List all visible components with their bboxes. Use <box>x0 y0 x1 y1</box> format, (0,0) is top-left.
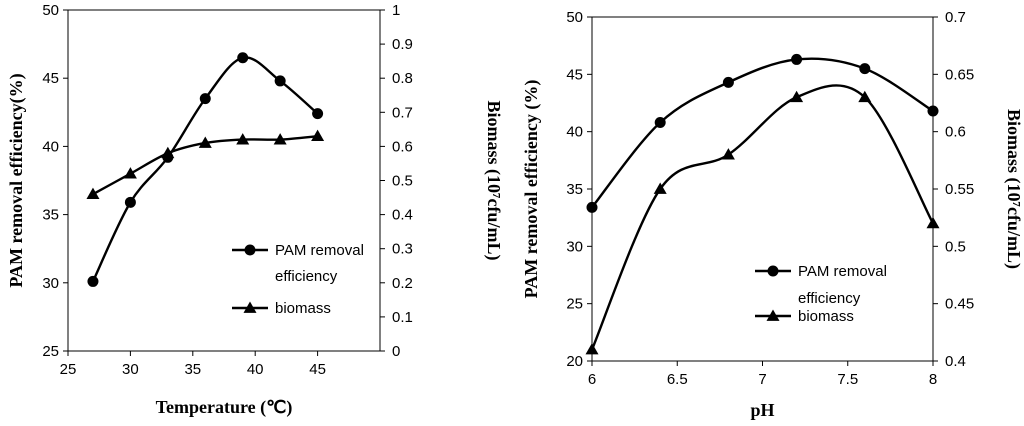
y-tick-label: 30 <box>42 275 59 292</box>
y2-tick-label: 0.5 <box>945 238 966 255</box>
y-tick-label: 40 <box>566 124 583 141</box>
legend-marker-triangle <box>766 309 780 321</box>
legend-label: PAM removal efficiency <box>275 242 364 285</box>
y2-tick-label: 0.5 <box>392 173 413 190</box>
plot-frame <box>67 9 381 352</box>
series-line-pam-removal <box>591 57 934 209</box>
x-tick-label: 25 <box>60 361 77 378</box>
data-point-biomass <box>653 182 667 194</box>
y-tick-label: 20 <box>566 353 583 370</box>
y2-tick-label: 0.65 <box>945 66 974 83</box>
y2-axis-title: Biomass (10⁷cfu/mL) <box>1003 109 1024 269</box>
data-point-biomass <box>161 146 175 159</box>
data-point-biomass <box>311 129 325 142</box>
legend-label: biomass <box>798 308 854 325</box>
data-point-pam-removal <box>124 196 136 208</box>
legend: PAM removal efficiency biomass <box>232 242 364 317</box>
y2-tick-label: 0.9 <box>392 36 413 53</box>
data-point-biomass <box>123 167 137 179</box>
data-point-pam-removal <box>199 93 211 105</box>
x-tick-label: 35 <box>184 361 201 378</box>
y2-tick-label: 0.2 <box>392 275 413 292</box>
y-axis-title: PAM removal efficiency (%) <box>521 80 542 299</box>
data-point-pam-removal <box>927 105 939 117</box>
y2-tick-label: 1 <box>392 2 400 19</box>
data-point-pam-removal <box>237 52 249 64</box>
y-tick-label: 45 <box>42 70 59 87</box>
y2-tick-label: 0.1 <box>392 309 413 326</box>
y2-tick-label: 0.55 <box>945 181 974 198</box>
data-point-pam-removal <box>654 116 666 128</box>
data-point-pam-removal <box>722 76 734 88</box>
y2-tick-label: 0.7 <box>945 9 966 26</box>
legend-marker-circle <box>767 265 779 277</box>
y-tick-label: 35 <box>42 207 59 224</box>
y-tick-label: 50 <box>42 2 59 19</box>
x-tick-label: 30 <box>122 361 139 378</box>
y-tick-label: 35 <box>566 181 583 198</box>
data-point-biomass <box>926 216 940 229</box>
y2-tick-label: 0.45 <box>945 296 974 313</box>
x-tick-label: 8 <box>929 371 937 388</box>
legend-label: PAM removal efficiency <box>798 263 887 307</box>
y-axis-title: PAM removal efficiency(%) <box>6 73 27 287</box>
y-tick-label: 40 <box>42 138 59 155</box>
y-tick-label: 25 <box>566 296 583 313</box>
x-tick-label: 7 <box>758 371 766 388</box>
y2-tick-label: 0.4 <box>392 207 413 224</box>
x-tick-label: 45 <box>309 361 326 378</box>
data-point-biomass <box>721 148 735 160</box>
x-tick-label: 6 <box>588 371 596 388</box>
data-point-biomass <box>858 90 872 103</box>
legend-marker-circle <box>244 244 256 256</box>
y2-tick-label: 0.3 <box>392 241 413 258</box>
y2-tick-label: 0.6 <box>945 124 966 141</box>
data-point-biomass <box>236 133 250 145</box>
chart-2: 6 6.5 7 7.5 8 20 25 30 35 40 45 50 0.4 0.45 0.5 0.55 0.6… <box>521 9 1024 420</box>
x-tick-label: 7.5 <box>837 371 858 388</box>
x-axis-title: pH <box>750 400 774 420</box>
x-axis-title: Temperature (℃) <box>156 397 293 418</box>
data-point-pam-removal <box>859 63 871 75</box>
data-point-biomass <box>273 133 287 145</box>
data-point-pam-removal <box>274 75 286 87</box>
x-tick-label: 6.5 <box>667 371 688 388</box>
y2-tick-label: 0 <box>392 343 400 360</box>
data-point-pam-removal <box>87 275 99 287</box>
y2-tick-label: 0.4 <box>945 353 966 370</box>
y2-axis-title: Biomass (10⁷cfu/mL) <box>483 101 504 261</box>
x-tick-label: 40 <box>247 361 264 378</box>
chart-1: 25 30 35 40 45 25 30 35 40 45 50 0 0.1 0.2 0.3 0.4 0.5 0.… <box>6 2 504 418</box>
data-point-pam-removal <box>791 53 803 65</box>
y-tick-label: 30 <box>566 238 583 255</box>
data-point-pam-removal <box>586 201 598 213</box>
legend-label: biomass <box>275 300 331 317</box>
y2-tick-label: 0.6 <box>392 138 413 155</box>
series-line-biomass <box>590 84 935 351</box>
y-tick-label: 45 <box>566 66 583 83</box>
data-point-biomass <box>585 343 599 355</box>
data-point-biomass <box>198 136 212 148</box>
y2-tick-label: 0.7 <box>392 104 413 121</box>
y-tick-label: 25 <box>42 343 59 360</box>
y2-tick-label: 0.8 <box>392 70 413 87</box>
legend-marker-triangle <box>243 301 257 313</box>
data-point-biomass <box>790 90 804 103</box>
data-point-pam-removal <box>312 108 324 120</box>
data-point-biomass <box>86 187 100 200</box>
y-tick-label: 50 <box>566 9 583 26</box>
